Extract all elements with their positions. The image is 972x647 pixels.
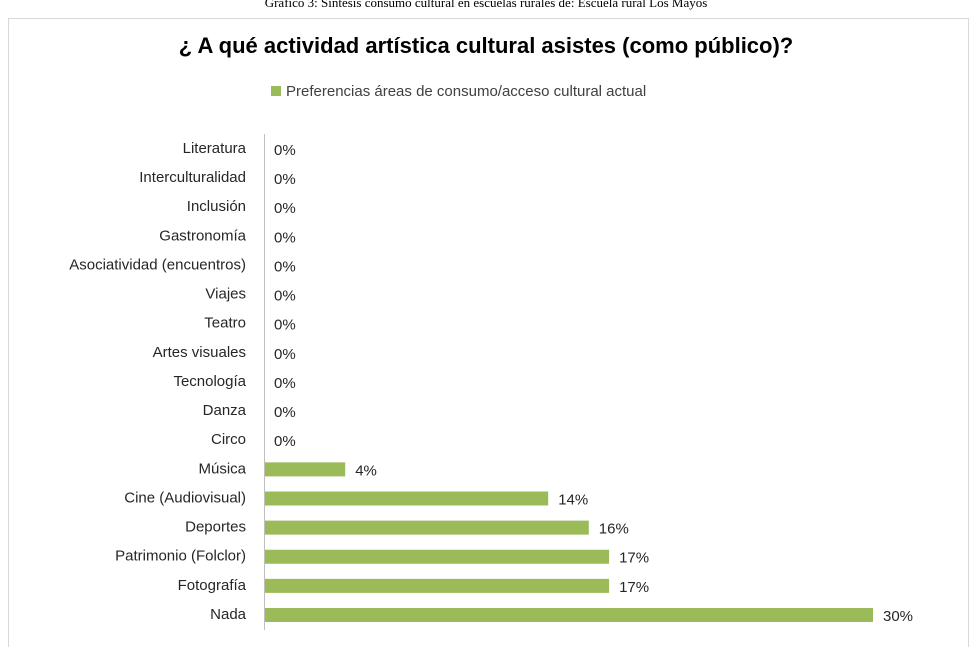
value-label: 0%: [274, 229, 296, 246]
legend-label: Preferencias áreas de consumo/acceso cul…: [286, 83, 646, 100]
value-label: 0%: [274, 142, 296, 159]
y-tick-label: Inclusión: [187, 198, 246, 215]
y-tick-label: Teatro: [204, 315, 246, 332]
value-label: 30%: [883, 608, 913, 625]
y-tick-label: Música: [198, 460, 246, 477]
value-label: 0%: [274, 317, 296, 334]
value-label: 0%: [274, 375, 296, 392]
value-label: 0%: [274, 200, 296, 217]
y-tick-label: Gastronomía: [159, 227, 246, 244]
bar: [265, 549, 610, 564]
y-tick-label: Danza: [203, 402, 247, 419]
chart-frame: [8, 18, 969, 647]
bar: [265, 608, 873, 622]
y-tick-label: Artes visuales: [153, 344, 246, 361]
y-tick-label: Interculturalidad: [139, 169, 246, 186]
legend-swatch: [271, 86, 281, 96]
value-label: 17%: [619, 579, 649, 596]
y-tick-label: Nada: [210, 606, 247, 623]
bar: [265, 578, 610, 593]
y-tick-label: Circo: [211, 431, 246, 448]
bar: [265, 520, 589, 535]
y-tick-label: Tecnología: [173, 373, 246, 390]
value-label: 0%: [274, 346, 296, 363]
y-tick-label: Viajes: [205, 286, 246, 303]
caption: Gráfico 3: Síntesis consumo cultural en …: [265, 0, 708, 10]
y-tick-label: Cine (Audiovisual): [124, 489, 246, 506]
value-label: 16%: [599, 521, 629, 538]
value-label: 17%: [619, 550, 649, 567]
y-tick-label: Fotografía: [178, 577, 247, 594]
value-label: 0%: [274, 171, 296, 188]
bar: [265, 462, 346, 477]
value-label: 4%: [355, 462, 377, 479]
chart-title: ¿ A qué actividad artística cultural asi…: [179, 33, 794, 58]
value-label: 0%: [274, 404, 296, 421]
value-label: 0%: [274, 258, 296, 275]
bar: [265, 491, 549, 506]
value-label: 0%: [274, 433, 296, 450]
y-tick-label: Deportes: [185, 519, 246, 536]
y-tick-label: Literatura: [183, 140, 247, 157]
value-label: 14%: [558, 491, 588, 508]
y-tick-label: Patrimonio (Folclor): [115, 548, 246, 565]
value-label: 0%: [274, 288, 296, 305]
y-tick-label: Asociatividad (encuentros): [69, 256, 246, 273]
